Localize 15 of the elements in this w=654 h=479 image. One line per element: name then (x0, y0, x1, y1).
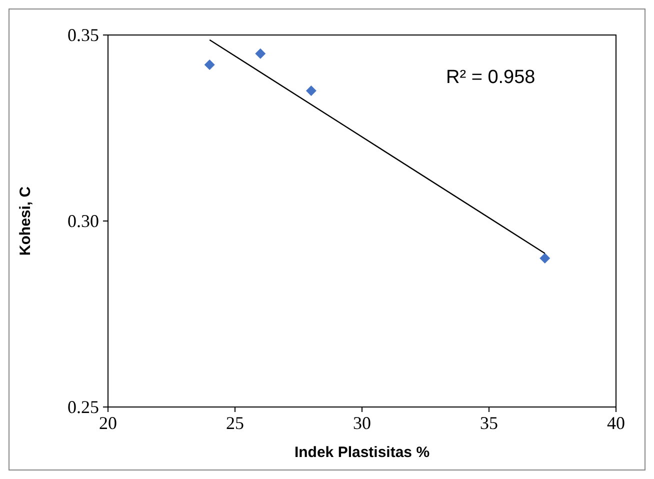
x-tick-label: 40 (607, 413, 625, 433)
y-tick-label: 0.30 (68, 211, 99, 231)
point (204, 60, 215, 70)
x-axis-title: Indek Plastisitas % (294, 444, 430, 461)
x-tick-label: 20 (99, 413, 117, 433)
y-axis-title: Kohesi, C (17, 186, 34, 256)
x-tick-label: 35 (480, 413, 498, 433)
point (306, 86, 316, 96)
annotation: R² = 0.958 (446, 67, 536, 88)
y-tick-label: 0.25 (68, 397, 99, 417)
x-tick-label: 30 (353, 413, 371, 433)
x-tick-label: 25 (226, 413, 244, 433)
point (255, 48, 266, 59)
point (540, 252, 550, 264)
y-tick-label: 0.35 (68, 25, 99, 45)
